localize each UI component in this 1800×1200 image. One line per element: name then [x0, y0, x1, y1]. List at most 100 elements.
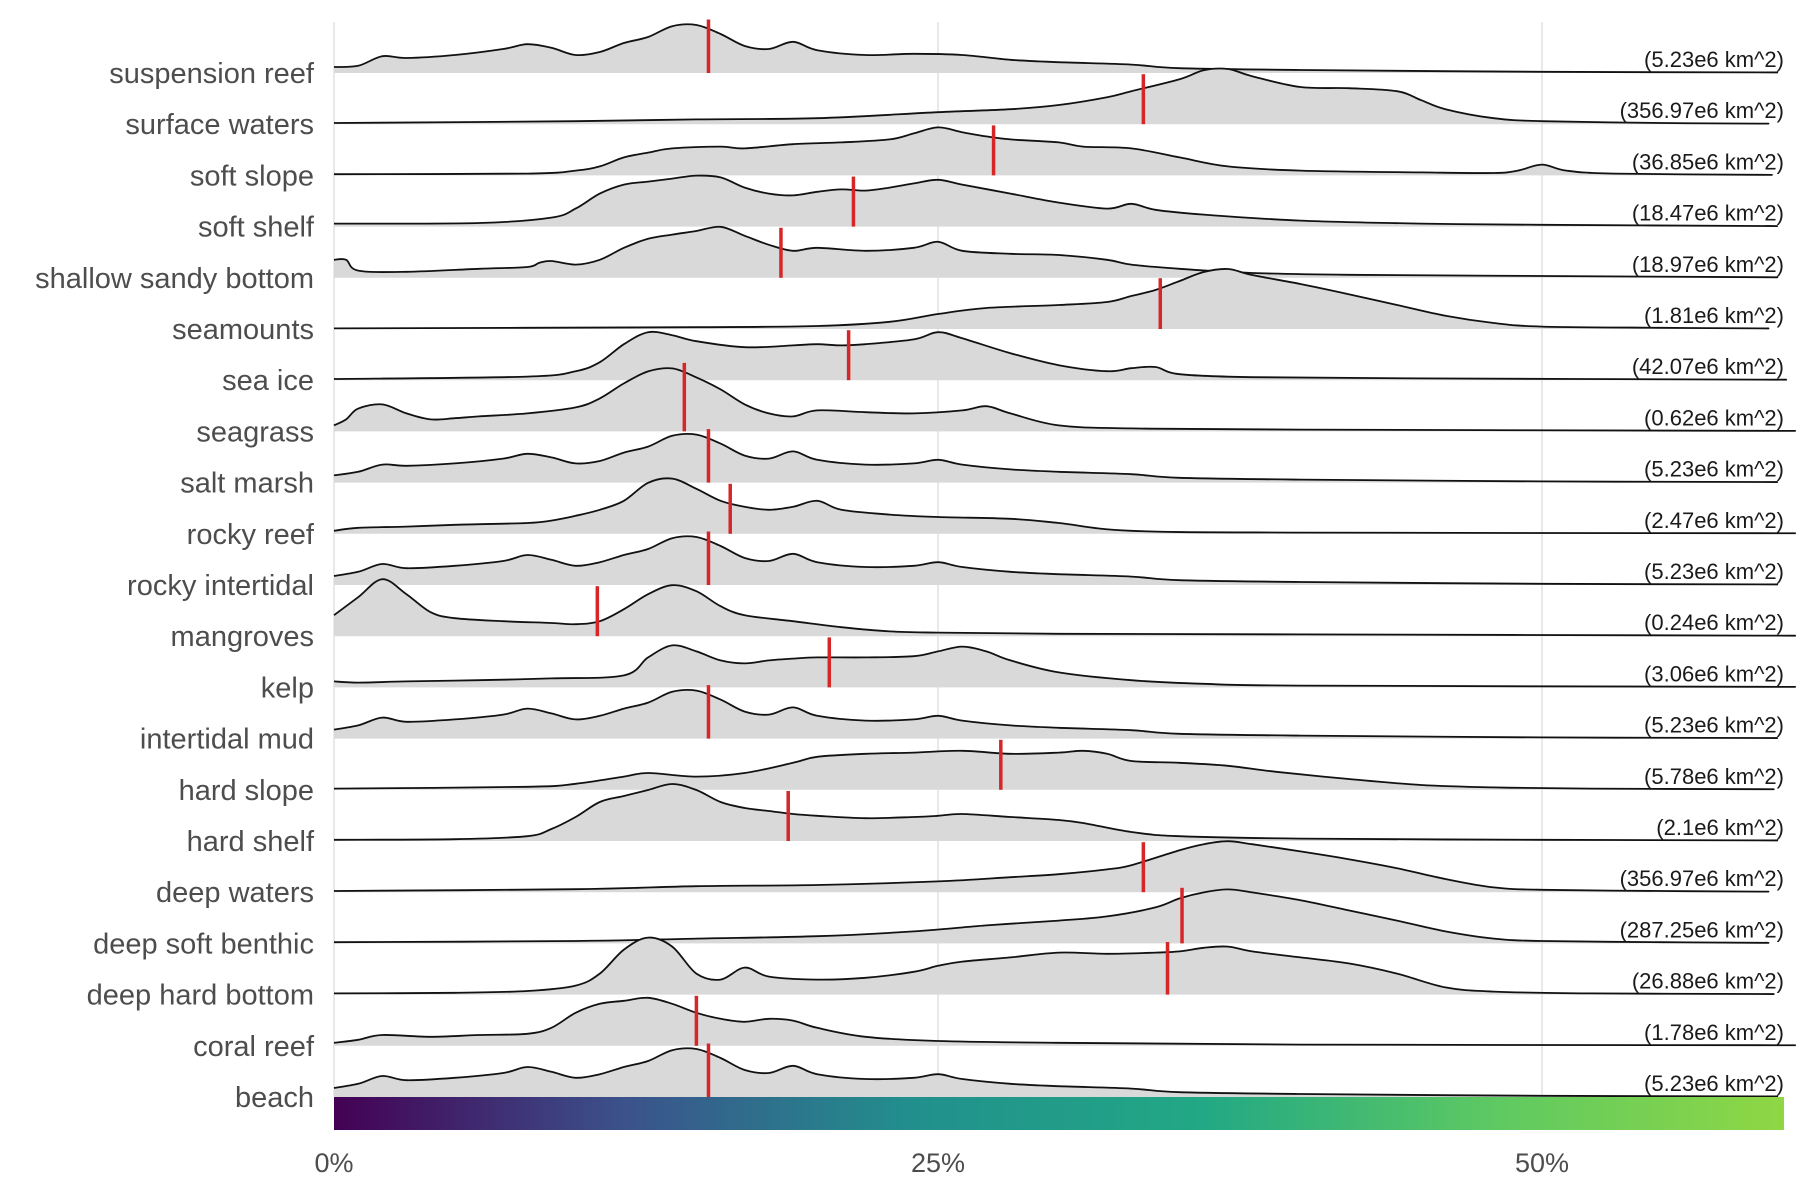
- ridge-fill-hard-shelf: [334, 784, 1778, 841]
- area-label-salt-marsh: (5.23e6 km^2): [1644, 457, 1784, 482]
- area-label-deep-soft-benthic: (287.25e6 km^2): [1620, 917, 1784, 942]
- x-tick-label-25pct: 25%: [911, 1148, 965, 1178]
- category-label-hard-shelf: hard shelf: [187, 826, 315, 858]
- ridge-soft-slope: [333, 125, 1773, 176]
- area-label-suspension-reef: (5.23e6 km^2): [1644, 47, 1784, 72]
- ridge-fill-sea-ice: [334, 331, 1787, 381]
- ridge-hard-shelf: [333, 783, 1779, 842]
- area-label-mangroves: (0.24e6 km^2): [1644, 610, 1784, 635]
- category-label-rocky-reef: rocky reef: [187, 519, 315, 551]
- ridge-rocky-reef: [333, 477, 1796, 535]
- category-label-sea-ice: sea ice: [222, 365, 314, 397]
- area-label-intertidal-mud: (5.23e6 km^2): [1644, 713, 1784, 738]
- category-label-soft-slope: soft slope: [190, 160, 314, 192]
- ridge-line-sea-ice: [333, 330, 1788, 381]
- ridge-mangroves: [333, 578, 1796, 637]
- category-label-coral-reef: coral reef: [193, 1031, 315, 1063]
- category-label-suspension-reef: suspension reef: [109, 58, 315, 90]
- ridge-fill-coral-reef: [334, 997, 1796, 1046]
- colorbar: [334, 1097, 1784, 1130]
- category-label-kelp: kelp: [261, 672, 314, 704]
- ridge-fill-deep-soft-benthic: [334, 889, 1769, 944]
- area-label-rocky-intertidal: (5.23e6 km^2): [1644, 559, 1784, 584]
- ridge-fill-rocky-reef: [334, 478, 1796, 534]
- ridge-fill-salt-marsh: [334, 433, 1778, 483]
- area-label-deep-hard-bottom: (26.88e6 km^2): [1632, 969, 1784, 994]
- ridge-line-beach: [333, 1047, 1779, 1098]
- ridge-line-soft-shelf: [333, 174, 1779, 227]
- ridge-fill-hard-slope: [334, 750, 1774, 790]
- area-label-surface-waters: (356.97e6 km^2): [1620, 98, 1784, 123]
- area-label-shallow-sandy-bottom: (18.97e6 km^2): [1632, 252, 1784, 277]
- ridge-line-mangroves: [333, 578, 1796, 637]
- ridge-fill-seamounts: [334, 268, 1769, 329]
- ridge-sea-ice: [333, 330, 1788, 381]
- ridge-line-suspension-reef: [333, 23, 1779, 74]
- area-label-seagrass: (0.62e6 km^2): [1644, 405, 1784, 430]
- x-tick-label-50pct: 50%: [1515, 1148, 1569, 1178]
- ridge-line-rocky-reef: [333, 477, 1796, 535]
- category-label-deep-waters: deep waters: [156, 877, 314, 909]
- area-label-seamounts: (1.81e6 km^2): [1644, 303, 1784, 328]
- area-label-soft-slope: (36.85e6 km^2): [1632, 149, 1784, 174]
- ridge-fill-mangroves: [334, 579, 1796, 637]
- category-label-seagrass: seagrass: [196, 416, 314, 448]
- ridge-deep-waters: [333, 840, 1770, 893]
- ridge-fill-beach: [334, 1048, 1778, 1097]
- category-label-rocky-intertidal: rocky intertidal: [127, 570, 314, 602]
- area-label-hard-shelf: (2.1e6 km^2): [1656, 815, 1784, 840]
- ridge-fill-shallow-sandy-bottom: [334, 226, 1778, 278]
- ridge-line-deep-hard-bottom: [333, 936, 1775, 995]
- ridge-line-seagrass: [333, 367, 1796, 432]
- ridge-fill-surface-waters: [334, 68, 1769, 125]
- ridge-line-hard-slope: [333, 749, 1775, 791]
- ridge-line-salt-marsh: [333, 432, 1779, 483]
- area-label-hard-slope: (5.78e6 km^2): [1644, 764, 1784, 789]
- ridge-line-coral-reef: [333, 996, 1796, 1047]
- ridge-salt-marsh: [333, 429, 1779, 483]
- ridge-soft-shelf: [333, 174, 1779, 227]
- area-label-sea-ice: (42.07e6 km^2): [1632, 354, 1784, 379]
- ridge-suspension-reef: [333, 19, 1779, 74]
- x-axis-ticks: 0% 25% 50%: [314, 1148, 1569, 1178]
- ridge-rocky-intertidal: [333, 531, 1779, 586]
- ridge-deep-soft-benthic: [333, 887, 1770, 944]
- ridge-hard-slope: [333, 739, 1775, 791]
- ridge-line-deep-soft-benthic: [333, 888, 1770, 944]
- ridge-shallow-sandy-bottom: [333, 225, 1779, 279]
- ridge-line-intertidal-mud: [333, 688, 1779, 739]
- ridge-line-seamounts: [333, 268, 1770, 330]
- ridge-fill-seagrass: [334, 368, 1796, 432]
- ridge-surface-waters: [333, 67, 1770, 125]
- ridge-fill-soft-slope: [334, 127, 1772, 176]
- category-label-intertidal-mud: intertidal mud: [140, 724, 314, 756]
- ridge-layer: [333, 19, 1796, 1098]
- area-label-kelp: (3.06e6 km^2): [1644, 661, 1784, 686]
- ridge-line-surface-waters: [333, 67, 1770, 125]
- ridge-coral-reef: [333, 995, 1796, 1047]
- ridge-fill-deep-waters: [334, 841, 1769, 893]
- ridge-beach: [333, 1043, 1779, 1098]
- ridge-line-deep-waters: [333, 840, 1770, 893]
- category-label-deep-hard-bottom: deep hard bottom: [87, 980, 314, 1012]
- category-label-deep-soft-benthic: deep soft benthic: [93, 928, 314, 960]
- ridge-deep-hard-bottom: [333, 936, 1775, 995]
- ridge-seamounts: [333, 268, 1770, 330]
- category-label-seamounts: seamounts: [172, 314, 314, 346]
- ridge-line-kelp: [333, 644, 1796, 688]
- area-label-beach: (5.23e6 km^2): [1644, 1071, 1784, 1096]
- area-label-rocky-reef: (2.47e6 km^2): [1644, 508, 1784, 533]
- ridge-kelp: [333, 637, 1796, 688]
- category-label-shallow-sandy-bottom: shallow sandy bottom: [35, 263, 314, 295]
- category-label-beach: beach: [235, 1082, 314, 1114]
- x-tick-label-0pct: 0%: [314, 1148, 353, 1178]
- ridge-fill-soft-shelf: [334, 175, 1778, 227]
- category-label-mangroves: mangroves: [171, 621, 314, 653]
- ridge-fill-suspension-reef: [334, 24, 1778, 73]
- ridge-intertidal-mud: [333, 685, 1779, 739]
- ridge-fill-deep-hard-bottom: [334, 937, 1774, 995]
- label-layer: suspension reef (5.23e6 km^2) surface wate…: [35, 47, 1784, 1114]
- ridge-line-hard-shelf: [333, 783, 1779, 842]
